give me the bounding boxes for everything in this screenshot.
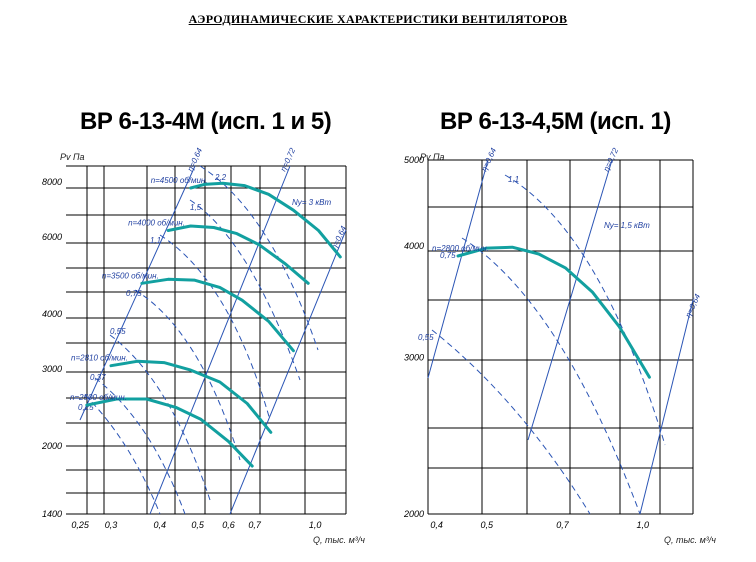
page-title: АЭРОДИНАМИЧЕСКИЕ ХАРАКТЕРИСТИКИ ВЕНТИЛЯТ… bbox=[188, 12, 568, 26]
chart1-series-label-4: n=2500 об/мин. bbox=[70, 393, 127, 402]
chart1-power-line-0 bbox=[199, 165, 319, 351]
chart1-series-curve-4 bbox=[85, 397, 254, 468]
chart1-x-tick-5: 0,7 bbox=[248, 520, 262, 530]
chart1-power-units-label: Nу= 3 кВт bbox=[292, 198, 331, 207]
chart1-power-label-6: 0,25 bbox=[78, 403, 94, 412]
chart2-x-tick-1: 0,5 bbox=[481, 520, 495, 530]
chart2-x-tick-2: 0,7 bbox=[556, 520, 570, 530]
chart1-power-line-4 bbox=[109, 334, 211, 501]
chart2-x-tick-3: 1,0 bbox=[637, 520, 650, 530]
chart1-y-tick-5: 8000 bbox=[42, 177, 62, 187]
chart1-x-tick-3: 0,5 bbox=[191, 520, 205, 530]
chart1-series-curve-0 bbox=[189, 181, 342, 259]
chart1-series-label-1: n=4000 об/мин. bbox=[128, 219, 185, 228]
chart2-x-tick-0: 0,4 bbox=[430, 520, 443, 530]
chart1-x-tick-1: 0,3 bbox=[105, 520, 118, 530]
chart1-power-label-2: 1,1 bbox=[150, 236, 161, 245]
chart1-power-line-5 bbox=[94, 377, 186, 515]
chart2-power-line-1 bbox=[461, 237, 641, 515]
chart2-eff-label-2: η=0,64 bbox=[684, 292, 703, 319]
chart2-y-axis-label: Pv Па bbox=[420, 152, 445, 162]
chart2-eff-line-1 bbox=[527, 159, 613, 441]
chart1-eff-line-0 bbox=[79, 165, 196, 421]
chart1-x-axis-label: Q, тыс. м³/ч bbox=[313, 535, 365, 545]
chart2-y-tick-3: 5000 bbox=[404, 155, 424, 165]
chart2-y-tick-2: 4000 bbox=[404, 241, 424, 251]
chart2-power-line-2 bbox=[431, 329, 591, 515]
chart2-series-curve-0 bbox=[456, 245, 651, 379]
chart2-y-tick-1: 3000 bbox=[404, 352, 424, 362]
chart1-x-tick-4: 0,6 bbox=[222, 520, 235, 530]
chart1-y-tick-3: 4000 bbox=[42, 309, 62, 319]
chart1-eff-label-0: η=0,64 bbox=[186, 146, 205, 173]
chart1-efficiency-lines bbox=[79, 165, 347, 515]
chart1-y-tick-0: 1400 bbox=[42, 509, 62, 519]
chart1-eff-label-1: η=0,72 bbox=[279, 146, 298, 173]
chart-1-title: ВР 6-13-4М (исп. 1 и 5) bbox=[80, 108, 332, 135]
chart2-power-label-2: 0,55 bbox=[418, 333, 434, 342]
chart1-series-label-3: n=2810 об/мин. bbox=[71, 354, 128, 363]
chart1-y-axis-label: Pv Па bbox=[60, 152, 85, 162]
chart-2-title: ВР 6-13-4,5М (исп. 1) bbox=[440, 108, 671, 135]
chart1-series-curve-1 bbox=[166, 224, 310, 285]
chart1-power-line-6 bbox=[84, 394, 161, 515]
chart1-series-curve-3 bbox=[109, 359, 273, 434]
chart2-power-label-1: 0,75 bbox=[440, 251, 456, 260]
chart1-x-tick-2: 0,4 bbox=[154, 520, 167, 530]
chart1-series-curve-2 bbox=[140, 277, 295, 353]
chart1-series-label-0: n=4500 об/мин. bbox=[151, 176, 208, 185]
chart1-eff-line-1 bbox=[149, 165, 291, 515]
chart2-power-lines bbox=[431, 174, 666, 515]
chart2-x-axis-label: Q, тыс. м³/ч bbox=[664, 535, 716, 545]
chart1-power-label-3: 0,75 bbox=[126, 289, 142, 298]
chart1-power-line-2 bbox=[159, 234, 271, 421]
chart2-power-line-0 bbox=[504, 174, 666, 446]
chart1-power-label-0: 2,2 bbox=[214, 173, 227, 182]
chart2-eff-line-2 bbox=[639, 299, 694, 515]
chart1-x-tick-6: 1,0 bbox=[309, 520, 322, 530]
chart1-power-label-4: 0,55 bbox=[110, 327, 126, 336]
chart1-power-label-5: 0,37 bbox=[90, 373, 106, 382]
chart1-y-tick-2: 3000 bbox=[42, 364, 62, 374]
chart1-power-line-3 bbox=[134, 289, 241, 461]
chart1-y-tick-4: 6000 bbox=[42, 232, 62, 242]
chart2-eff-line-0 bbox=[427, 159, 489, 379]
chart1-power-lines bbox=[84, 165, 319, 515]
chart1-series-label-2: n=3500 об/мин. bbox=[102, 271, 159, 280]
chart2-power-units-label: Nу= 1,5 кВт bbox=[604, 221, 650, 230]
chart1-y-tick-1: 2000 bbox=[41, 441, 62, 451]
chart2-power-label-0: 1,1 bbox=[508, 175, 519, 184]
chart2-y-tick-0: 2000 bbox=[403, 509, 424, 519]
chart2-series-label-0: n=2800 об/мин. bbox=[432, 244, 489, 253]
chart1-x-tick-0: 0,25 bbox=[71, 520, 90, 530]
chart1-eff-line-2 bbox=[229, 229, 347, 515]
chart2-efficiency-lines bbox=[427, 159, 694, 515]
chart1-power-label-1: 1,5 bbox=[190, 203, 202, 212]
